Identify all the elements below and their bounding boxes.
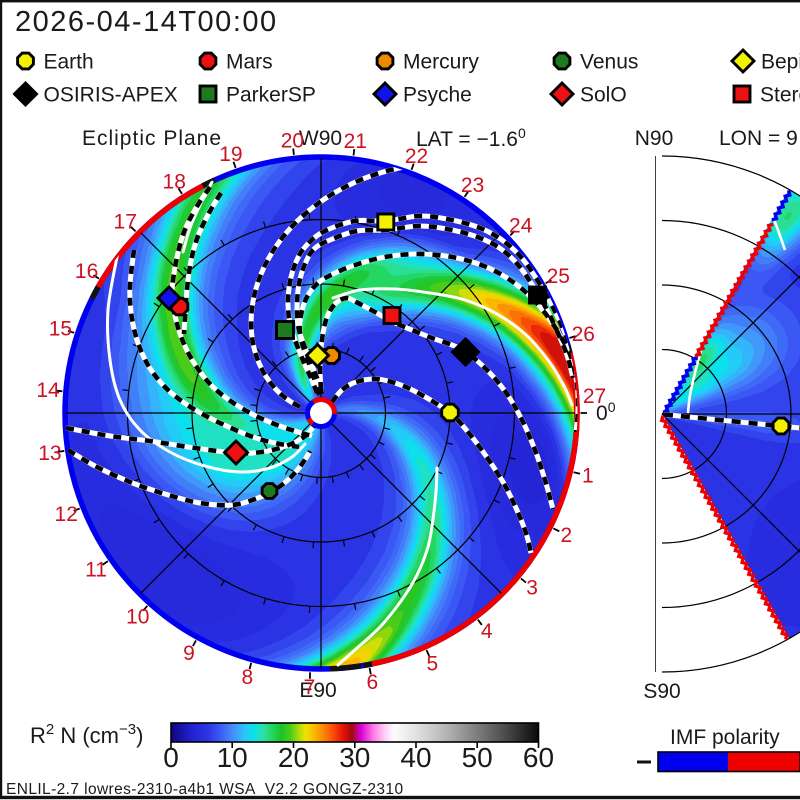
- svg-text:10: 10: [126, 606, 149, 629]
- svg-text:9: 9: [183, 642, 195, 665]
- svg-text:W90: W90: [299, 127, 342, 150]
- svg-text:14: 14: [36, 379, 60, 402]
- svg-text:13: 13: [38, 442, 61, 465]
- svg-text:10: 10: [217, 742, 248, 773]
- svg-text:2026-04-14T00:00: 2026-04-14T00:00: [15, 6, 278, 38]
- svg-text:SolO: SolO: [580, 84, 627, 107]
- svg-text:22: 22: [405, 145, 428, 168]
- svg-text:4: 4: [481, 620, 493, 643]
- svg-text:OSIRIS-APEX: OSIRIS-APEX: [44, 84, 178, 107]
- svg-text:11: 11: [85, 558, 107, 581]
- svg-text:8: 8: [241, 666, 253, 689]
- svg-text:50: 50: [462, 742, 493, 773]
- svg-text:ParkerSP: ParkerSP: [226, 84, 316, 107]
- svg-text:60: 60: [523, 742, 554, 773]
- svg-text:S90: S90: [643, 680, 680, 703]
- svg-text:Earth: Earth: [44, 51, 94, 74]
- svg-text:12: 12: [55, 503, 78, 526]
- svg-text:7: 7: [304, 676, 316, 699]
- svg-text:16: 16: [75, 260, 98, 283]
- svg-text:20: 20: [281, 130, 304, 153]
- svg-text:Mars: Mars: [226, 51, 273, 74]
- svg-text:0: 0: [163, 742, 179, 773]
- svg-text:IMF polarity: IMF polarity: [670, 726, 780, 749]
- svg-text:20: 20: [278, 742, 309, 773]
- svg-text:E90: E90: [299, 679, 336, 702]
- svg-text:24: 24: [509, 214, 533, 237]
- svg-text:40: 40: [400, 742, 431, 773]
- svg-text:15: 15: [49, 317, 72, 340]
- svg-text:5: 5: [427, 652, 439, 675]
- svg-text:BepiColombo: BepiColombo: [761, 51, 800, 74]
- svg-text:17: 17: [114, 210, 137, 233]
- svg-text:N90: N90: [635, 127, 674, 150]
- svg-text:Ecliptic Plane: Ecliptic Plane: [82, 127, 222, 150]
- svg-text:21: 21: [344, 130, 367, 153]
- svg-text:Venus: Venus: [580, 51, 638, 74]
- svg-text:LON = 9: LON = 9: [719, 127, 798, 150]
- svg-text:23: 23: [461, 174, 484, 197]
- svg-text:25: 25: [547, 265, 570, 288]
- svg-text:Mercury: Mercury: [403, 51, 479, 74]
- svg-text:19: 19: [219, 143, 242, 166]
- svg-text:18: 18: [163, 171, 186, 194]
- svg-text:LAT = −1.60: LAT = −1.60: [416, 125, 526, 151]
- svg-text:3: 3: [526, 577, 538, 600]
- svg-text:StereoA: StereoA: [760, 84, 800, 107]
- svg-text:26: 26: [572, 323, 595, 346]
- svg-text:6: 6: [366, 671, 378, 694]
- svg-text:30: 30: [339, 742, 370, 773]
- svg-text:1: 1: [582, 465, 594, 488]
- svg-text:27: 27: [583, 385, 606, 408]
- svg-text:ENLIL-2.7 lowres-2310-a4b1 WSA: ENLIL-2.7 lowres-2310-a4b1 WSA_V2.2 GONG…: [6, 781, 403, 798]
- svg-text:Psyche: Psyche: [403, 84, 472, 107]
- svg-text:2: 2: [561, 524, 573, 547]
